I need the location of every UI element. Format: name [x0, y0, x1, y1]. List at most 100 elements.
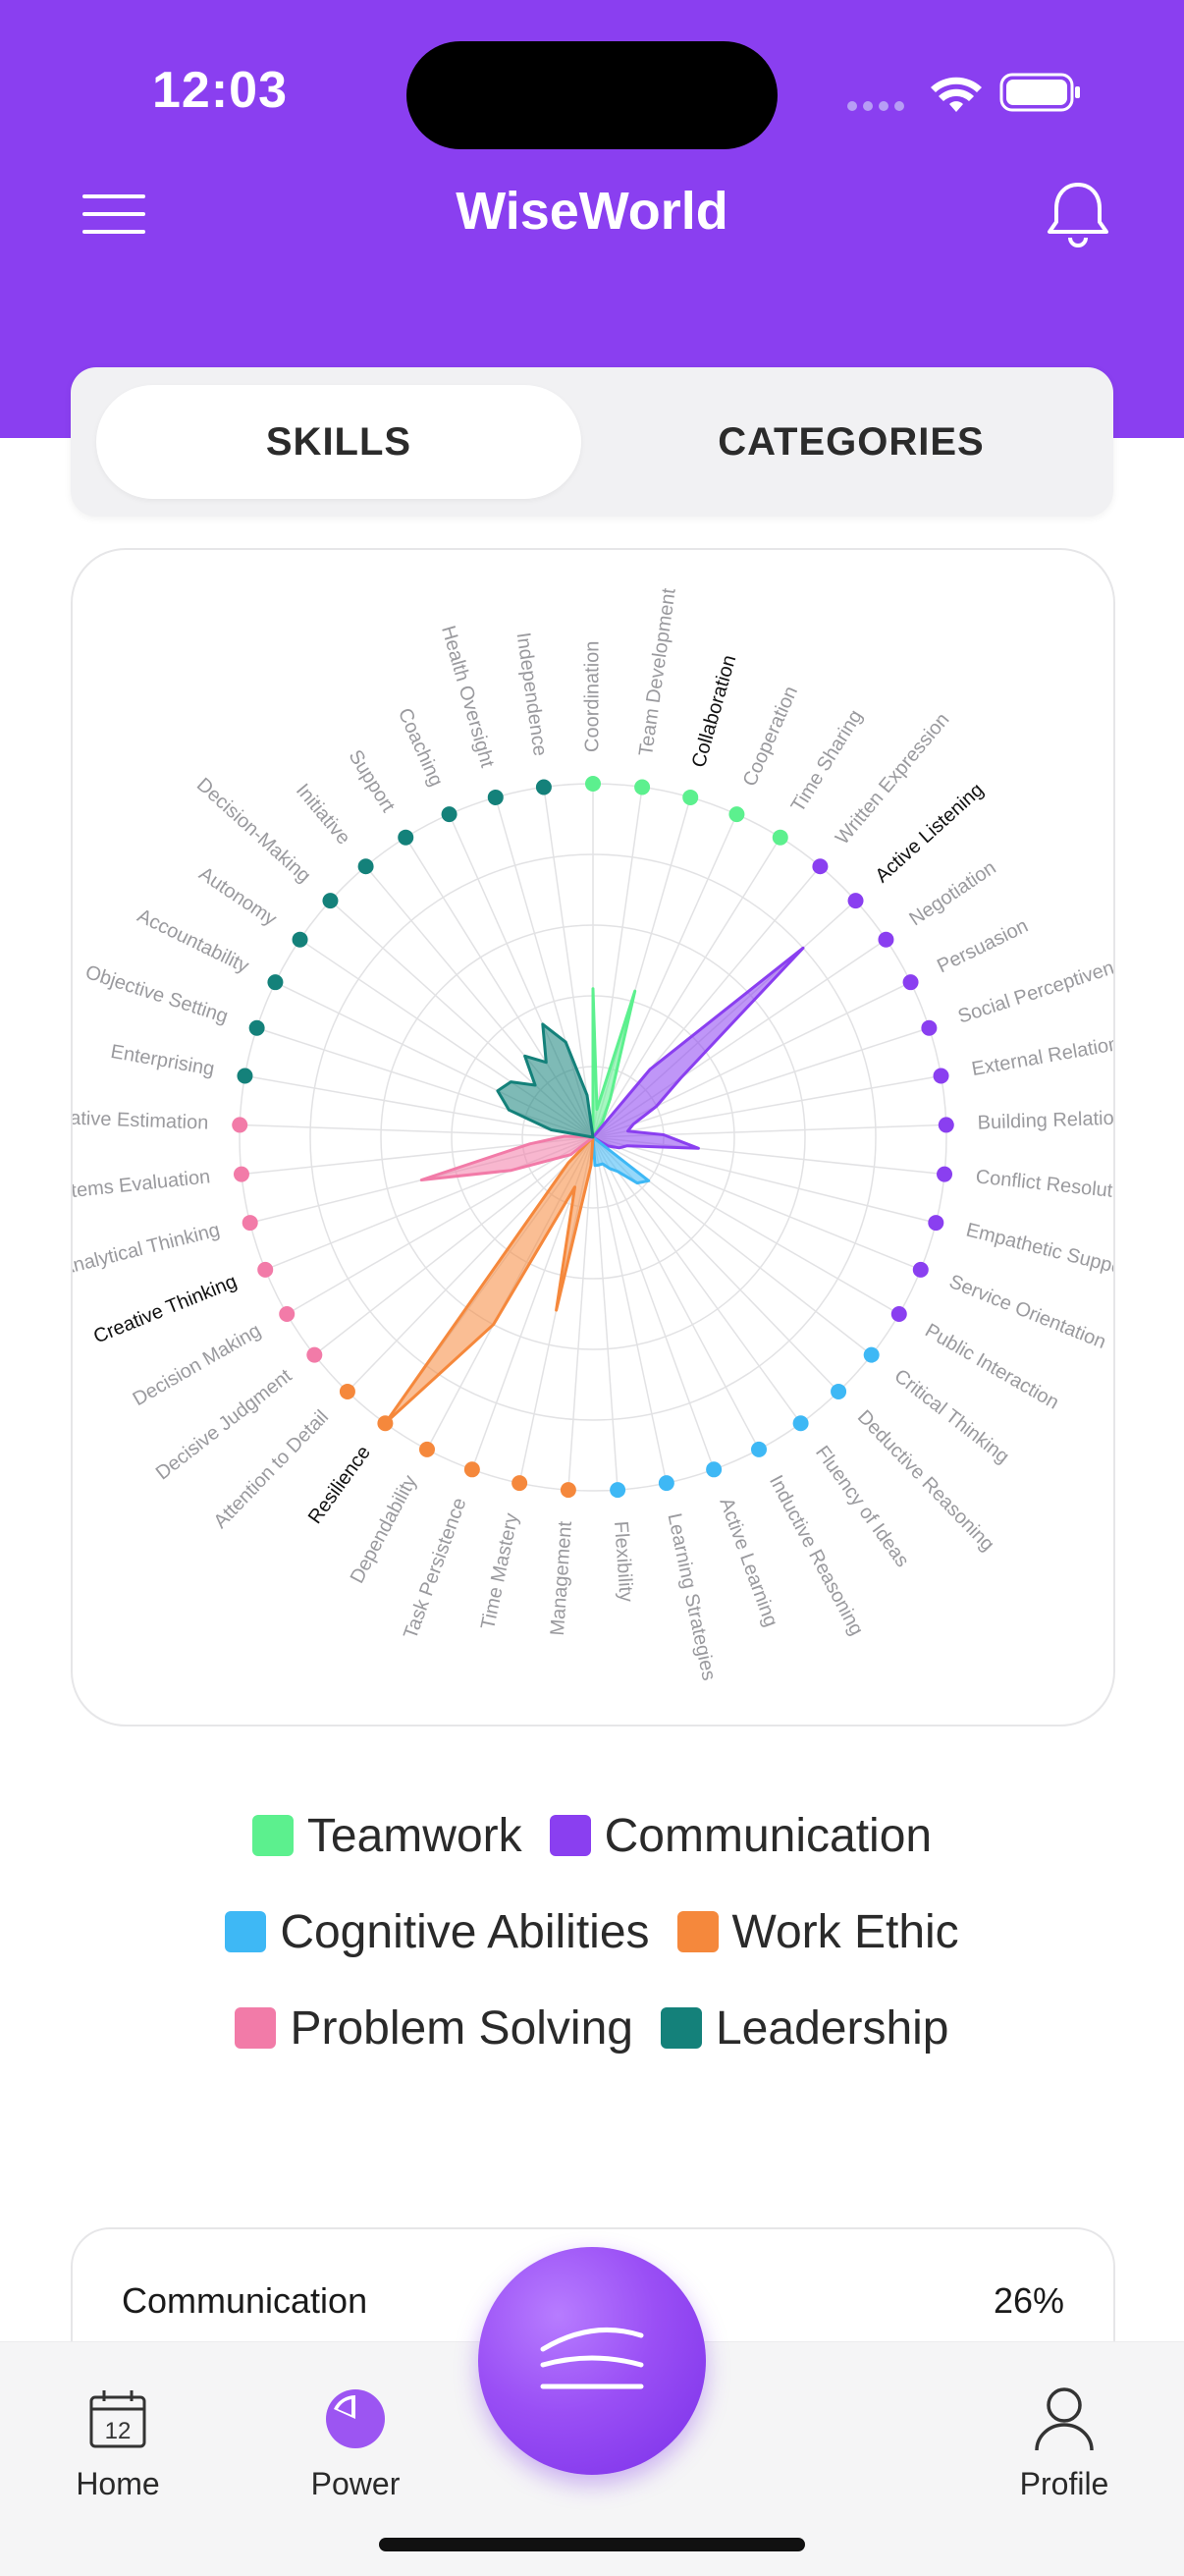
radar-skill-label: Time Mastery	[477, 1511, 523, 1631]
segmented-tabs: SKILLS CATEGORIES	[71, 367, 1113, 517]
radar-point	[878, 931, 894, 948]
radar-spoke	[313, 1136, 594, 1356]
radar-skill-label: Independence	[512, 631, 551, 758]
radar-skill-label: Building Relationships	[977, 1106, 1113, 1134]
radar-spoke	[592, 787, 643, 1138]
legend-label: Leadership	[715, 2001, 949, 2055]
radar-skill-label: Task Persistence	[400, 1495, 470, 1642]
radar-point	[292, 931, 308, 948]
legend-swatch	[549, 1815, 591, 1856]
radar-skill-label: Support	[344, 746, 399, 816]
radar-spoke	[592, 1136, 922, 1271]
radar-point	[511, 1475, 528, 1492]
radar-point	[279, 1306, 296, 1322]
radar-skill-label: Coaching	[394, 705, 447, 790]
skills-radar-chart-card: Coordination Team Development Collaboratio…	[71, 548, 1115, 1726]
radar-point	[751, 1441, 768, 1457]
radar-point	[902, 974, 919, 991]
legend-item-work-ethic: Work Ethic	[676, 1905, 959, 1959]
radar-skill-label: Empathetic Support	[964, 1219, 1113, 1282]
hamburger-menu-icon	[82, 194, 145, 234]
tab-categories[interactable]: CATEGORIES	[718, 419, 985, 464]
radar-point	[357, 858, 374, 875]
legend-row: Teamwork Communication	[0, 1807, 1184, 1864]
dynamic-island	[406, 41, 778, 149]
radar-point	[658, 1475, 674, 1492]
radar-point	[418, 1441, 435, 1457]
nav-profile[interactable]: Profile	[986, 2382, 1143, 2502]
pie-chart-icon	[326, 2389, 385, 2448]
radar-skill-label: Accountability	[134, 905, 252, 978]
menu-button[interactable]	[81, 189, 149, 240]
bell-icon	[1048, 183, 1108, 247]
radar-spoke	[592, 813, 738, 1138]
radar-point	[398, 829, 414, 846]
radar-point	[728, 806, 745, 823]
legend-item-cognitive-abilities: Cognitive Abilities	[225, 1905, 650, 1959]
waves-icon	[540, 2327, 644, 2389]
radar-skill-label: Learning Strategies	[663, 1511, 720, 1682]
legend-label: Communication	[604, 1809, 933, 1862]
radar-point	[257, 1261, 274, 1278]
legend-swatch	[660, 2007, 702, 2049]
legend-label: Teamwork	[306, 1809, 522, 1862]
tab-skills[interactable]: SKILLS	[96, 385, 581, 499]
radar-skill-label: Resilience	[304, 1442, 375, 1528]
notifications-button[interactable]	[1045, 179, 1111, 249]
radar-series-communication	[591, 946, 805, 1150]
radar-skill-label: Dependability	[347, 1472, 421, 1587]
radar-spoke	[592, 1074, 942, 1138]
skills-radar-chart: Coordination Team Development Collaboratio…	[73, 586, 1113, 1682]
radar-point	[634, 779, 651, 795]
radar-skill-label: Team Development	[635, 586, 680, 757]
radar-skill-label: Negotiation	[905, 857, 999, 931]
home-indicator	[379, 2538, 805, 2551]
status-time: 12:03	[152, 62, 288, 119]
radar-skill-label: Persuasion	[934, 915, 1032, 978]
radar-spoke	[592, 837, 781, 1138]
radar-skill-label: Cooperation	[739, 684, 802, 790]
radar-spoke	[592, 1136, 715, 1470]
radar-skill-label: Autonomy	[195, 863, 281, 931]
wifi-icon	[931, 77, 982, 112]
legend-item-communication: Communication	[549, 1809, 933, 1863]
signal-icon	[847, 101, 904, 111]
radar-spoke	[592, 1027, 930, 1138]
radar-skill-label: Objective Setting	[82, 961, 231, 1028]
radar-skill-label: Collaboration	[688, 653, 741, 770]
legend-item-leadership: Leadership	[660, 2001, 949, 2055]
radar-point	[487, 789, 504, 805]
legend-item-teamwork: Teamwork	[251, 1809, 522, 1863]
radar-series-problem-solving	[419, 1134, 595, 1181]
radar-spoke	[592, 1136, 900, 1315]
radar-spoke	[592, 1136, 802, 1424]
radar-point	[267, 974, 284, 991]
radar-point	[928, 1215, 944, 1232]
radar-point	[248, 1019, 265, 1036]
radar-skill-label: Flexibility	[610, 1520, 637, 1603]
radar-point	[938, 1117, 954, 1133]
radar-spoke	[592, 1136, 760, 1451]
calendar-icon: 12	[89, 2390, 146, 2448]
radar-point	[377, 1415, 394, 1432]
radar-point	[322, 893, 339, 909]
radar-point	[863, 1346, 880, 1363]
radar-point	[937, 1166, 953, 1182]
radar-point	[682, 789, 699, 805]
nav-power[interactable]: Power	[277, 2382, 434, 2502]
radar-point	[242, 1215, 258, 1232]
legend-swatch	[225, 1911, 267, 1952]
legend-swatch	[251, 1815, 294, 1856]
legend-item-problem-solving: Problem Solving	[235, 2001, 633, 2055]
battery-icon	[999, 73, 1080, 112]
radar-point	[306, 1346, 323, 1363]
radar-skill-label: Enterprising	[109, 1041, 216, 1080]
radar-skill-label: Active Learning	[715, 1495, 781, 1629]
central-action-button[interactable]	[478, 2247, 706, 2475]
radar-point	[560, 1482, 576, 1499]
legend-label: Cognitive Abilities	[280, 1905, 650, 1958]
radar-spoke	[286, 1136, 594, 1315]
nav-home[interactable]: 12 Home	[39, 2382, 196, 2502]
radar-series-leadership	[496, 1022, 595, 1139]
radar-point	[933, 1068, 949, 1084]
